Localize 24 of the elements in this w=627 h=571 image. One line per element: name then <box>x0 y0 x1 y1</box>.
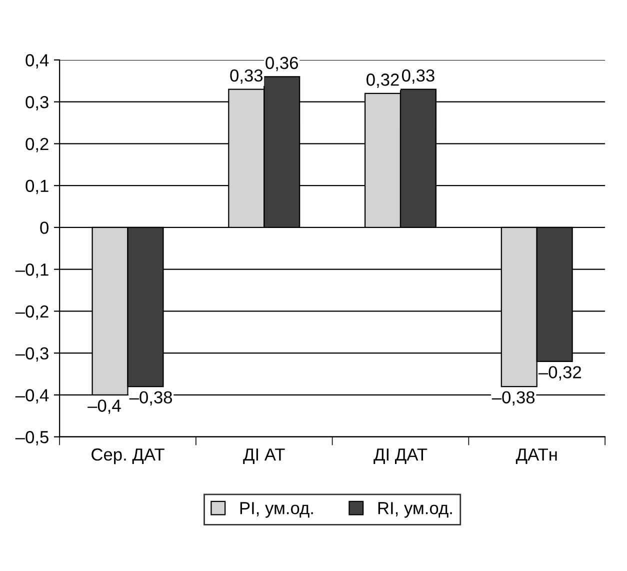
y-tick-label: 0 <box>40 222 48 234</box>
data-label: 0,32 <box>366 74 399 88</box>
y-tick-label: –0,2 <box>15 305 48 320</box>
y-tick-label: 0,4 <box>26 54 49 68</box>
y-tick-label: 0,2 <box>26 138 48 152</box>
x-tick-label: ДІ АТ <box>243 448 285 464</box>
data-label: 0,36 <box>266 56 298 72</box>
y-tick-label: –0,1 <box>15 263 48 278</box>
x-tick-label: ДАТн <box>516 448 557 464</box>
x-tick-label: Сер. ДАТ <box>92 448 164 464</box>
y-tick-label: 0,1 <box>26 180 48 194</box>
data-label: –0,38 <box>129 391 172 406</box>
legend-label: RI, ум.од. <box>378 502 452 518</box>
data-label: 0,33 <box>230 69 263 84</box>
y-tick-label: –0,3 <box>15 347 48 362</box>
y-tick-label: –0,4 <box>15 389 49 404</box>
y-tick-label: –0,5 <box>15 430 48 446</box>
data-label: –0,38 <box>492 391 535 406</box>
x-tick-label: ДІ ДАТ <box>374 448 428 464</box>
data-label: –0,4 <box>88 400 121 414</box>
data-label: 0,33 <box>402 69 434 84</box>
legend-label: РІ, ум.од. <box>240 502 313 518</box>
data-label: –0,32 <box>538 366 582 380</box>
y-tick-label: 0,3 <box>26 96 48 110</box>
